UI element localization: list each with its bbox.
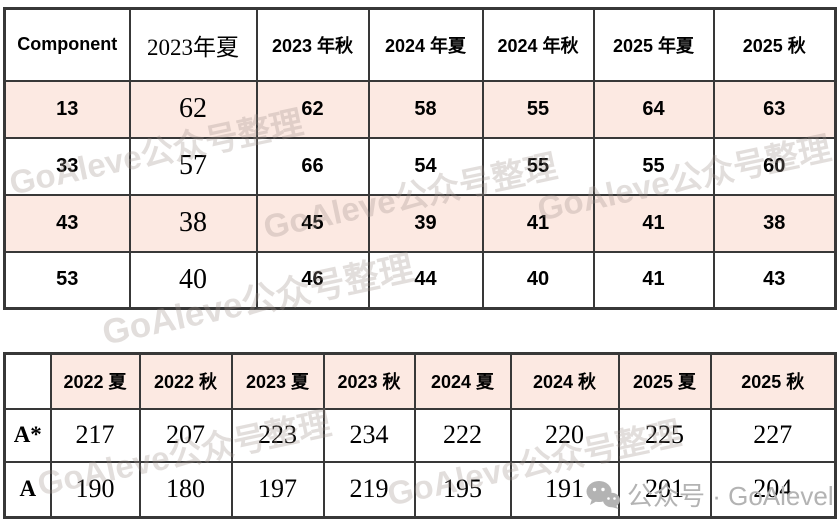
header-cell: 2023 夏 [230,352,325,410]
score-cell: 44 [367,250,484,310]
grade-label-cell: A* [3,407,52,463]
boundary-cell: 180 [138,460,233,519]
score-cell: 46 [255,250,370,310]
boundary-cell: 207 [138,407,233,463]
score-cell: 38 [712,193,837,253]
component-scores-body: 13 62 62 58 55 64 63 33 57 66 54 55 55 60 43 38 45 39 41 41… [3,79,837,310]
score-cell: 38 [128,193,258,253]
boundary-cell: 219 [322,460,416,519]
component-cell: 53 [3,250,131,310]
boundary-cell: 227 [709,407,837,463]
boundary-cell: 234 [322,407,416,463]
grade-label-cell: A [3,460,52,519]
boundary-cell: 220 [509,407,620,463]
table-row: 13 62 62 58 55 64 63 [3,79,837,139]
header-cell: 2025 夏 [617,352,712,410]
header-cell: 2025 年夏 [592,7,715,82]
header-cell: 2025 秋 [712,7,837,82]
score-cell: 40 [481,250,595,310]
boundary-cell: 223 [230,407,325,463]
boundary-cell: 191 [509,460,620,519]
component-scores-header: Component 2023年夏 2023 年秋 2024 年夏 2024 年秋 2025… [3,7,837,82]
score-cell: 55 [592,136,715,196]
header-cell: Component [3,7,131,82]
score-cell: 58 [367,79,484,139]
boundary-cell: 201 [617,460,712,519]
grade-boundaries-header: 2022 夏 2022 秋 2023 夏 2023 秋 2024 夏 2024 秋 2025… [3,352,837,410]
score-cell: 57 [128,136,258,196]
score-cell: 41 [592,193,715,253]
score-cell: 54 [367,136,484,196]
score-cell: 55 [481,79,595,139]
score-cell: 45 [255,193,370,253]
component-scores-table: Component 2023年夏 2023 年秋 2024 年夏 2024 年秋 2025… [3,7,837,310]
boundary-cell: 204 [709,460,837,519]
score-cell: 43 [712,250,837,310]
score-cell: 41 [592,250,715,310]
header-cell: 2023年夏 [128,7,258,82]
header-cell: 2024 夏 [413,352,512,410]
boundary-cell: 195 [413,460,512,519]
table-row: A 190 180 197 219 195 191 201 204 [3,460,837,519]
grade-boundaries-body: A* 217 207 223 234 222 220 225 227 A 190 180 197 219 1… [3,407,837,519]
score-cell: 66 [255,136,370,196]
table-row: 43 38 45 39 41 41 38 [3,193,837,253]
header-cell: 2025 秋 [709,352,837,410]
component-cell: 43 [3,193,131,253]
score-cell: 60 [712,136,837,196]
header-cell: 2024 年夏 [367,7,484,82]
score-cell: 63 [712,79,837,139]
boundary-cell: 217 [49,407,141,463]
boundary-cell: 222 [413,407,512,463]
score-cell: 64 [592,79,715,139]
grade-boundaries-table: 2022 夏 2022 秋 2023 夏 2023 秋 2024 夏 2024 秋 2025… [3,352,837,519]
score-cell: 39 [367,193,484,253]
component-cell: 13 [3,79,131,139]
header-cell: 2023 秋 [322,352,416,410]
boundary-cell: 225 [617,407,712,463]
table-header-row: 2022 夏 2022 秋 2023 夏 2023 秋 2024 夏 2024 秋 2025… [3,352,837,410]
table-row: 53 40 46 44 40 41 43 [3,250,837,310]
score-cell: 40 [128,250,258,310]
table-row: 33 57 66 54 55 55 60 [3,136,837,196]
header-cell: 2022 夏 [49,352,141,410]
header-cell: 2023 年秋 [255,7,370,82]
score-cell: 62 [128,79,258,139]
table-header-row: Component 2023年夏 2023 年秋 2024 年夏 2024 年秋 2025… [3,7,837,82]
header-cell: 2024 秋 [509,352,620,410]
score-cell: 55 [481,136,595,196]
header-cell: 2024 年秋 [481,7,595,82]
score-cell: 62 [255,79,370,139]
boundary-cell: 197 [230,460,325,519]
header-cell: 2022 秋 [138,352,233,410]
table-row: A* 217 207 223 234 222 220 225 227 [3,407,837,463]
component-cell: 33 [3,136,131,196]
score-cell: 41 [481,193,595,253]
header-cell [3,352,52,410]
boundary-cell: 190 [49,460,141,519]
